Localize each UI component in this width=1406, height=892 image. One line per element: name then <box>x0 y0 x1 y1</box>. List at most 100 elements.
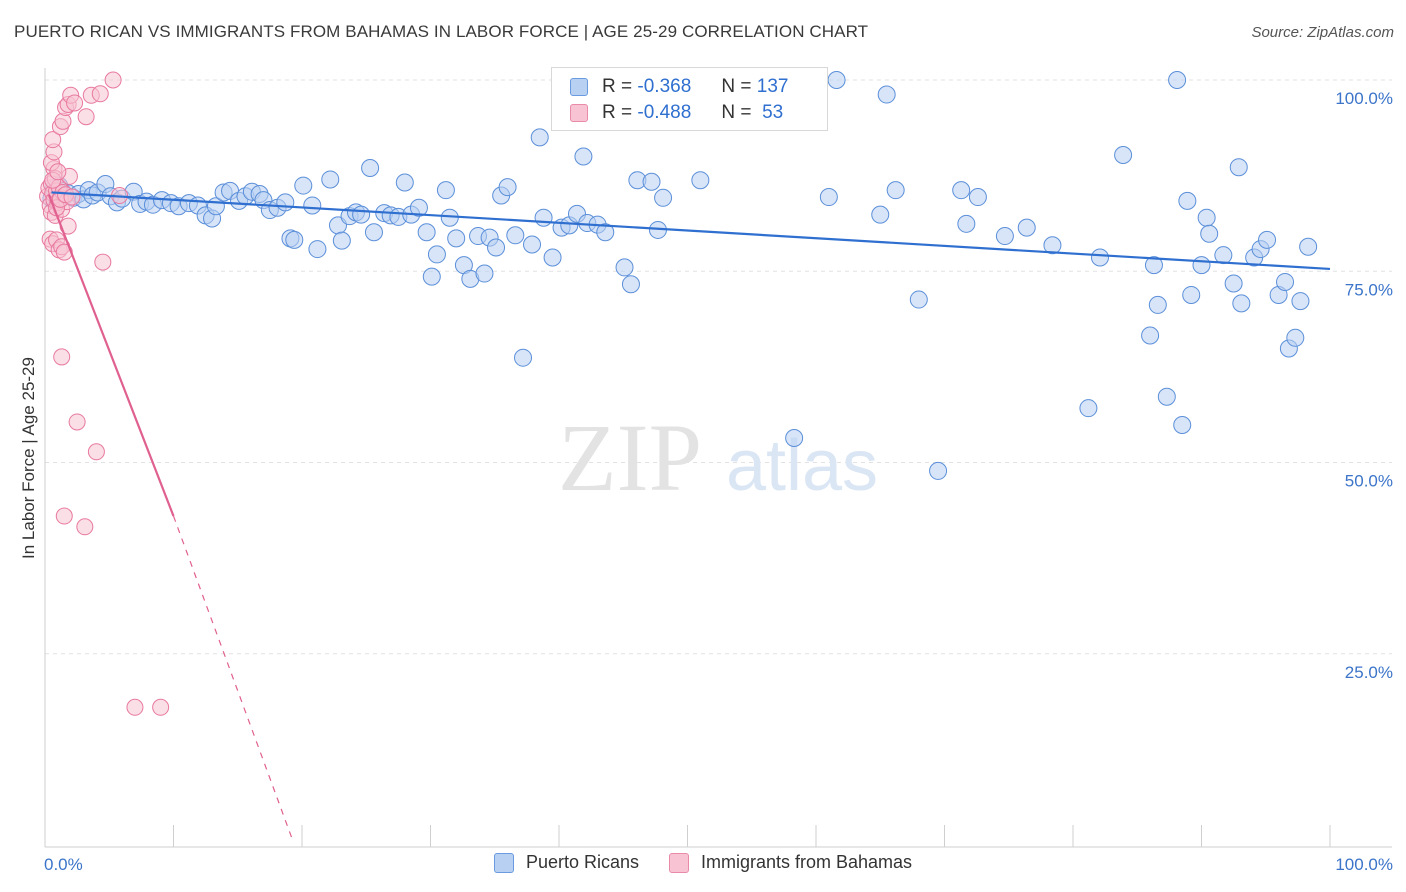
point-puerto-ricans <box>523 235 542 254</box>
point-puerto-ricans <box>1276 272 1295 291</box>
point-puerto-ricans <box>530 128 549 147</box>
point-puerto-ricans <box>886 181 905 200</box>
point-puerto-ricans <box>1114 145 1133 164</box>
point-puerto-ricans <box>871 205 890 224</box>
legend-r-value: -0.368 <box>637 76 692 97</box>
point-puerto-ricans <box>642 172 661 191</box>
point-bahamas <box>77 108 95 126</box>
legend-n-value: 137 <box>756 76 789 97</box>
point-puerto-ricans <box>1291 292 1310 311</box>
point-puerto-ricans <box>332 231 351 250</box>
point-puerto-ricans <box>352 205 371 224</box>
point-puerto-ricans <box>1214 246 1233 265</box>
point-puerto-ricans <box>1141 326 1160 345</box>
point-puerto-ricans <box>285 230 304 249</box>
legend-n-label: N = <box>721 76 752 97</box>
point-bahamas <box>104 71 122 89</box>
point-bahamas <box>87 443 105 461</box>
point-bahamas <box>63 188 81 206</box>
point-bahamas <box>76 518 94 536</box>
point-puerto-ricans <box>1224 274 1243 293</box>
trend-line-bahamas <box>47 194 175 517</box>
point-puerto-ricans <box>819 188 838 207</box>
point-puerto-ricans <box>952 181 971 200</box>
legend-n-value: 53 <box>762 102 784 123</box>
point-puerto-ricans <box>995 227 1014 246</box>
point-puerto-ricans <box>1173 416 1192 435</box>
point-puerto-ricans <box>1043 236 1062 255</box>
point-puerto-ricans <box>1286 328 1305 347</box>
point-puerto-ricans <box>409 198 428 217</box>
point-puerto-ricans <box>1299 237 1318 256</box>
bottom-legend-label: Immigrants from Bahamas <box>701 852 913 872</box>
point-puerto-ricans <box>395 173 414 192</box>
point-puerto-ricans <box>691 171 710 190</box>
point-puerto-ricans <box>303 196 322 215</box>
point-bahamas <box>53 348 71 366</box>
point-puerto-ricans <box>364 223 383 242</box>
point-puerto-ricans <box>276 193 295 212</box>
watermark: ZIP atlas <box>558 404 878 511</box>
axes <box>44 68 1392 848</box>
point-puerto-ricans <box>929 461 948 480</box>
source-label: Source: ZipAtlas.com <box>1251 24 1394 41</box>
point-puerto-ricans <box>1148 295 1167 314</box>
legend-row-bahamas: R = -0.488 N = 53 <box>570 102 783 124</box>
point-bahamas <box>126 698 144 716</box>
legend-row-puerto-ricans: R = -0.368 N = 137 <box>570 76 788 98</box>
point-puerto-ricans <box>621 275 640 294</box>
point-puerto-ricans <box>1144 256 1163 275</box>
bottom-legend-swatch-blue <box>493 852 514 873</box>
point-puerto-ricans <box>957 214 976 233</box>
point-puerto-ricans <box>827 71 846 89</box>
point-bahamas <box>66 94 84 112</box>
point-puerto-ricans <box>596 223 615 242</box>
point-puerto-ricans <box>1197 208 1216 227</box>
point-puerto-ricans <box>1192 256 1211 275</box>
point-puerto-ricans <box>321 170 340 189</box>
point-puerto-ricans <box>615 258 634 277</box>
x-tick-label: 0.0% <box>44 855 83 874</box>
point-puerto-ricans <box>487 238 506 257</box>
point-puerto-ricans <box>1157 387 1176 406</box>
gridlines <box>45 79 1392 655</box>
point-puerto-ricans <box>877 85 896 104</box>
point-puerto-ricans <box>1168 71 1187 89</box>
point-puerto-ricans <box>1178 191 1197 210</box>
point-puerto-ricans <box>1079 399 1098 418</box>
point-puerto-ricans <box>1200 224 1219 243</box>
bottom-legend-item-puerto-ricans: Puerto Ricans <box>493 852 639 873</box>
point-puerto-ricans <box>447 229 466 248</box>
point-bahamas <box>44 131 62 149</box>
point-puerto-ricans <box>427 245 446 264</box>
point-puerto-ricans <box>436 181 455 200</box>
legend-n-label: N = <box>721 102 752 123</box>
trend-line-bahamas-extrapolated <box>172 515 294 842</box>
point-puerto-ricans <box>574 147 593 166</box>
bottom-legend-label: Puerto Ricans <box>525 852 639 872</box>
legend-r-value: -0.488 <box>637 102 692 123</box>
point-bahamas <box>91 85 109 103</box>
point-puerto-ricans <box>654 188 673 207</box>
point-puerto-ricans <box>1258 230 1277 249</box>
y-tick-label: 100.0% <box>1335 89 1393 108</box>
legend-r-label: R = <box>602 102 633 123</box>
point-puerto-ricans <box>475 264 494 283</box>
point-puerto-ricans <box>506 226 525 245</box>
point-puerto-ricans <box>785 429 804 448</box>
point-bahamas <box>55 507 73 525</box>
point-puerto-ricans <box>308 240 327 259</box>
point-puerto-ricans <box>543 248 562 267</box>
point-puerto-ricans <box>422 267 441 286</box>
point-puerto-ricans <box>1017 218 1036 237</box>
point-puerto-ricans <box>1182 285 1201 304</box>
y-tick-label: 50.0% <box>1345 472 1393 491</box>
chart-title: PUERTO RICAN VS IMMIGRANTS FROM BAHAMAS … <box>14 22 869 41</box>
trend-line-puerto-ricans <box>51 191 1331 271</box>
legend-swatch-blue <box>570 78 588 96</box>
bottom-legend-swatch-pink <box>669 852 689 873</box>
series-immigrants-from-bahamas <box>39 71 170 716</box>
point-puerto-ricans <box>417 223 436 242</box>
x-tick-label: 100.0% <box>1335 855 1393 874</box>
